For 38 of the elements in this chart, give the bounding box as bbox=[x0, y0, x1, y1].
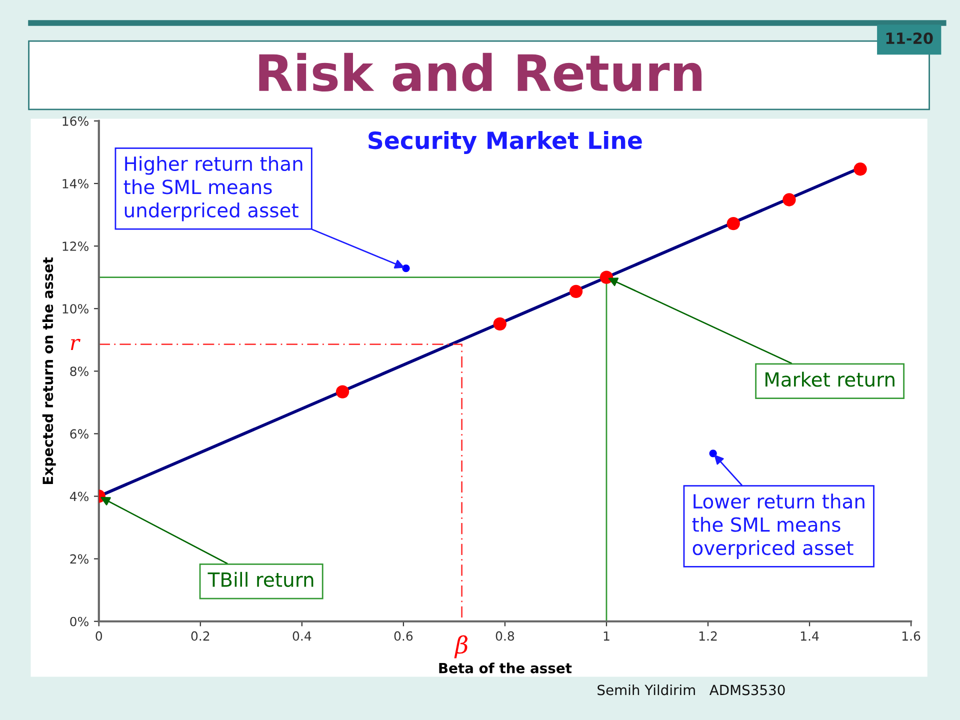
point bbox=[569, 284, 583, 298]
point bbox=[336, 385, 350, 398]
annotation: TBill return bbox=[208, 572, 314, 587]
y-tick-label: 16% bbox=[62, 116, 88, 126]
y-tick-label: 6% bbox=[70, 429, 88, 439]
x-tick-label: 1.6 bbox=[902, 631, 920, 641]
point bbox=[854, 162, 867, 176]
y-tick-label: 4% bbox=[70, 492, 88, 502]
annotation: r bbox=[70, 338, 80, 350]
chart-subtitle: Security Market Line bbox=[368, 130, 642, 154]
chart-title: Risk and Return bbox=[259, 52, 702, 92]
text: Semih Yildirim ADMS3530 bbox=[598, 684, 785, 696]
annotation: β bbox=[454, 635, 468, 658]
y-tick-label: 10% bbox=[62, 304, 88, 314]
point bbox=[709, 450, 717, 458]
point bbox=[493, 317, 506, 331]
x-axis-title: Beta of the asset bbox=[439, 662, 572, 674]
x-tick-label: 0 bbox=[96, 631, 102, 641]
x-tick-label: 0.8 bbox=[496, 631, 514, 641]
text: 11-20 bbox=[886, 32, 933, 44]
annotation: Market return bbox=[766, 372, 894, 387]
annotation: Lower return than the SML means overpriced asset bbox=[692, 494, 864, 559]
x-tick-label: 1.2 bbox=[699, 631, 717, 641]
x-tick-label: 1 bbox=[604, 631, 610, 641]
point bbox=[726, 216, 740, 230]
point bbox=[402, 264, 410, 272]
y-tick-label: 2% bbox=[70, 554, 88, 564]
y-tick-label: 12% bbox=[62, 242, 88, 251]
x-tick-label: 0.2 bbox=[191, 631, 210, 641]
y-tick-label: 8% bbox=[70, 366, 88, 376]
annotation: Higher return than the SML means underpriced asset bbox=[124, 156, 302, 222]
y-tick-label: 0% bbox=[70, 616, 88, 626]
x-tick-label: 1.4 bbox=[800, 631, 819, 641]
y-tick-label: 14% bbox=[62, 178, 88, 188]
point bbox=[782, 193, 796, 206]
x-tick-label: 0.6 bbox=[394, 631, 413, 641]
x-tick-label: 0.4 bbox=[292, 631, 312, 641]
y-axis-title: Expected return on the asset bbox=[42, 257, 56, 484]
